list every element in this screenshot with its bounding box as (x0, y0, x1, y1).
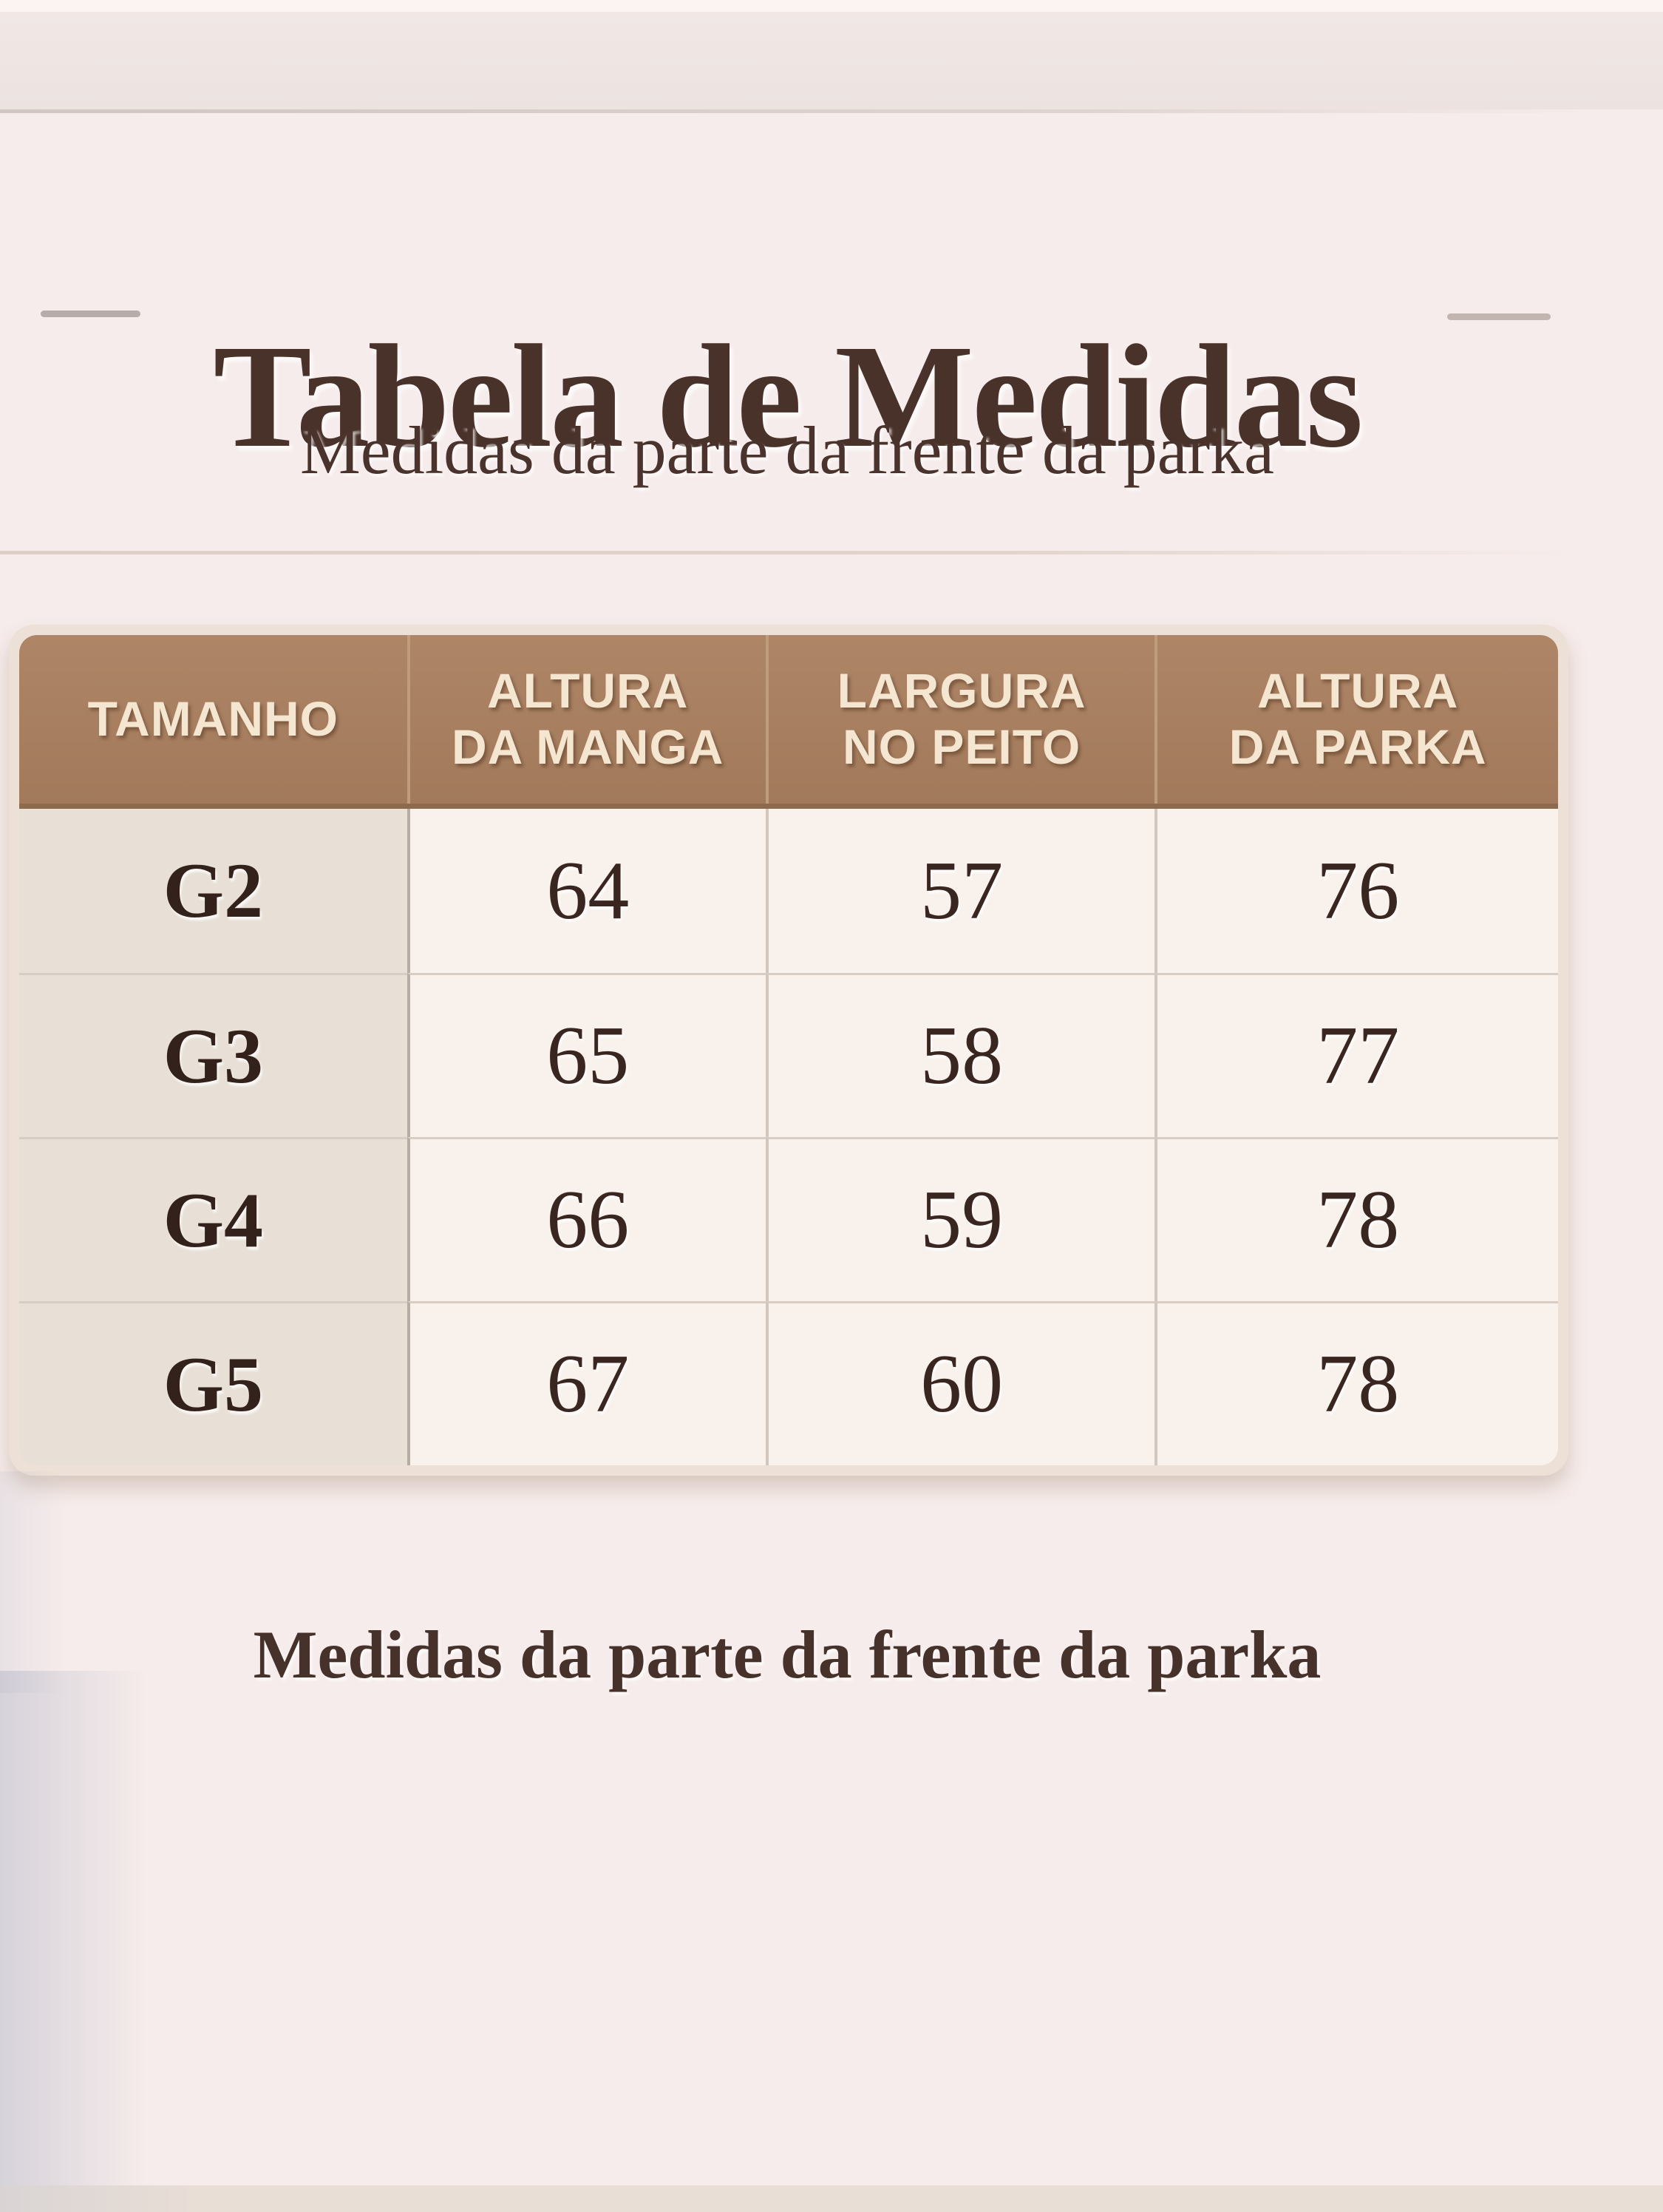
table-row: G2 64 57 76 (19, 809, 1558, 973)
value-cell: 58 (765, 973, 1155, 1137)
value-cell: 67 (407, 1301, 766, 1465)
title-dash-right (1447, 313, 1551, 320)
value-cell: 78 (1154, 1137, 1558, 1301)
value-cell: 76 (1154, 809, 1558, 973)
column-header-tamanho: TAMANHO (87, 691, 339, 747)
top-wall-band (0, 12, 1663, 109)
size-cell: G5 (19, 1301, 407, 1465)
value-cell: 77 (1154, 973, 1558, 1137)
left-shadow-gradient-upper (0, 1471, 67, 1693)
left-shadow-gradient (0, 1671, 148, 2188)
column-header-altura-da-parka: ALTURA DA PARKA (1154, 635, 1557, 804)
size-cell: G4 (19, 1137, 407, 1301)
page-subtitle: Medidas da parte da frente da parka (299, 413, 1274, 488)
value-cell: 59 (765, 1137, 1155, 1301)
footer-note: Medidas da parte da frente da parka (253, 1617, 1322, 1692)
bottom-table-edge-strip (0, 2185, 1663, 2212)
column-header-altura-da-manga: ALTURA DA MANGA (407, 635, 766, 804)
divider-line-middle (0, 551, 1663, 554)
size-cell: G2 (19, 809, 407, 973)
value-cell: 64 (407, 809, 766, 973)
value-cell: 57 (765, 809, 1155, 973)
value-cell: 78 (1154, 1301, 1558, 1465)
table-row: G3 65 58 77 (19, 973, 1558, 1137)
divider-line-top (0, 109, 1663, 113)
value-cell: 60 (765, 1301, 1155, 1465)
table-header-row: TAMANHO ALTURA DA MANGA LARGURA NO PEITO… (19, 635, 1558, 809)
value-cell: 65 (407, 973, 766, 1137)
column-header-largura-no-peito: LARGURA NO PEITO (765, 635, 1155, 804)
value-cell: 66 (407, 1137, 766, 1301)
table-row: G4 66 59 78 (19, 1137, 1558, 1301)
size-cell: G3 (19, 973, 407, 1137)
top-light-strip (0, 0, 1663, 12)
table-row: G5 67 60 78 (19, 1301, 1558, 1465)
title-dash-left (41, 311, 140, 317)
size-table: TAMANHO ALTURA DA MANGA LARGURA NO PEITO… (9, 625, 1568, 1476)
page-title: Tabela de Medidas (213, 315, 1363, 478)
